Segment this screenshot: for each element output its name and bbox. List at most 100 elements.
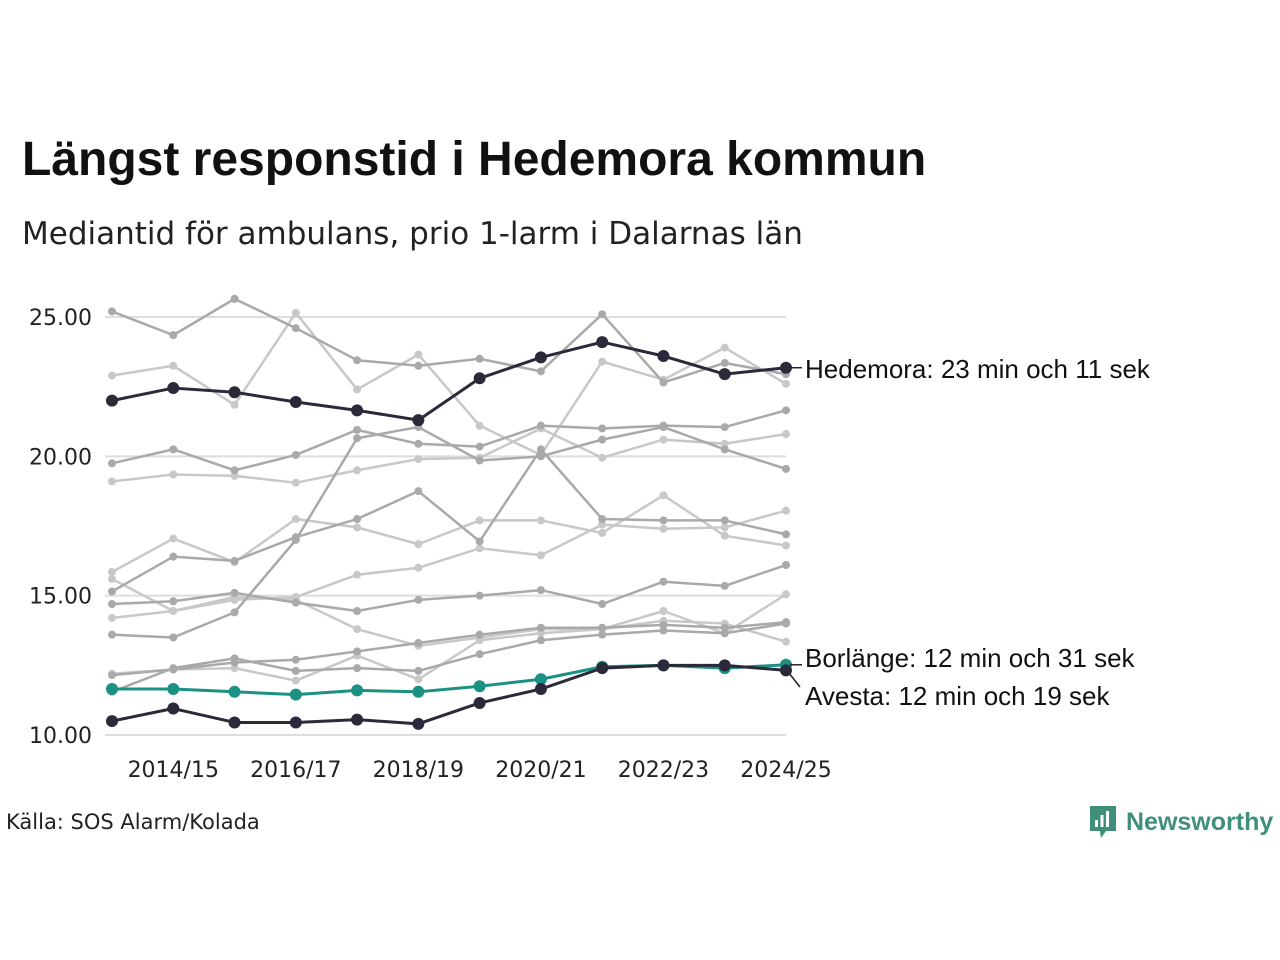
- data-point: [536, 421, 545, 430]
- data-point: [598, 357, 607, 366]
- data-point: [596, 662, 609, 675]
- data-point: [169, 665, 178, 674]
- data-point: [414, 639, 423, 648]
- data-point: [291, 515, 300, 524]
- data-point: [720, 423, 729, 432]
- data-point: [414, 595, 423, 604]
- data-point: [291, 598, 300, 607]
- series-kommun-b: [108, 308, 790, 459]
- data-point: [414, 487, 423, 496]
- data-point: [108, 459, 116, 468]
- data-point: [475, 442, 484, 451]
- data-point: [108, 371, 116, 380]
- data-point: [782, 464, 790, 473]
- data-point: [659, 620, 668, 629]
- data-point: [108, 630, 116, 639]
- data-point: [475, 650, 484, 659]
- data-point: [534, 673, 547, 686]
- data-point: [782, 618, 790, 627]
- data-point: [718, 368, 731, 381]
- series-end-label: Avesta: 12 min och 19 sek: [805, 681, 1110, 711]
- series-kommun-h: [108, 561, 790, 615]
- series-kommun-m: [108, 618, 790, 680]
- data-point: [291, 308, 300, 317]
- series-kommun-j: [108, 590, 790, 650]
- data-point: [169, 534, 178, 543]
- data-point: [106, 683, 118, 696]
- y-tick-label: 25.00: [29, 306, 92, 331]
- data-point: [353, 466, 362, 475]
- data-point: [473, 680, 486, 693]
- y-tick-label: 10.00: [29, 724, 92, 749]
- x-tick-label: 2024/25: [740, 758, 831, 783]
- data-point: [782, 541, 790, 550]
- data-point: [475, 630, 484, 639]
- series-kommun-l: [108, 616, 790, 685]
- data-point: [659, 577, 668, 586]
- data-point: [536, 445, 545, 454]
- data-point: [598, 528, 607, 537]
- data-point: [598, 520, 607, 529]
- series-kommun-g: [108, 506, 790, 615]
- data-point: [659, 626, 668, 635]
- data-point: [720, 531, 729, 540]
- data-point: [353, 515, 362, 524]
- data-point: [475, 591, 484, 600]
- x-tick-label: 2014/15: [128, 758, 219, 783]
- data-point: [291, 676, 300, 685]
- data-point: [169, 552, 178, 561]
- y-tick-label: 15.00: [29, 585, 92, 610]
- data-point: [291, 666, 300, 675]
- data-point: [598, 623, 607, 632]
- data-point: [659, 378, 668, 387]
- series-kommun-d: [108, 424, 790, 487]
- chart-title: Längst responstid i Hedemora kommun: [22, 133, 927, 186]
- series-line: [111, 593, 787, 648]
- y-axis: 10.00 15.00 20.00 25.00: [29, 306, 92, 749]
- data-point: [720, 523, 729, 532]
- x-tick-label: 2016/17: [250, 758, 341, 783]
- data-point: [475, 516, 484, 525]
- data-point: [108, 307, 116, 316]
- data-point: [353, 570, 362, 579]
- data-point: [782, 406, 790, 415]
- data-point: [782, 530, 790, 539]
- x-tick-label: 2018/19: [373, 758, 464, 783]
- series-kommun-a: [108, 294, 790, 387]
- data-point: [167, 702, 180, 715]
- data-point: [412, 414, 425, 427]
- data-point: [230, 400, 239, 409]
- data-point: [353, 606, 362, 615]
- data-point: [782, 430, 790, 439]
- data-point: [536, 367, 545, 376]
- data-point: [230, 608, 239, 617]
- series-kommun-e: [108, 445, 790, 596]
- data-point: [353, 356, 362, 365]
- data-point: [106, 715, 118, 728]
- data-point: [228, 685, 241, 698]
- data-point: [780, 361, 792, 374]
- series-line: [111, 340, 787, 422]
- data-point: [782, 506, 790, 515]
- data-point: [169, 331, 178, 340]
- data-point: [412, 685, 425, 698]
- data-point: [230, 294, 239, 303]
- data-point: [169, 445, 178, 454]
- source-note: Källa: SOS Alarm/Kolada: [6, 810, 260, 834]
- data-point: [598, 310, 607, 319]
- series-line: [111, 297, 787, 384]
- data-point: [596, 336, 609, 349]
- data-point: [782, 590, 790, 599]
- data-point: [534, 351, 547, 364]
- highlight-series: [106, 336, 792, 730]
- data-point: [598, 424, 607, 433]
- data-point: [657, 350, 670, 363]
- data-point: [536, 551, 545, 560]
- data-point: [720, 516, 729, 525]
- series-line: [111, 620, 787, 677]
- data-point: [108, 613, 116, 622]
- series-line: [111, 622, 787, 693]
- data-point: [291, 450, 300, 459]
- data-point: [414, 455, 423, 464]
